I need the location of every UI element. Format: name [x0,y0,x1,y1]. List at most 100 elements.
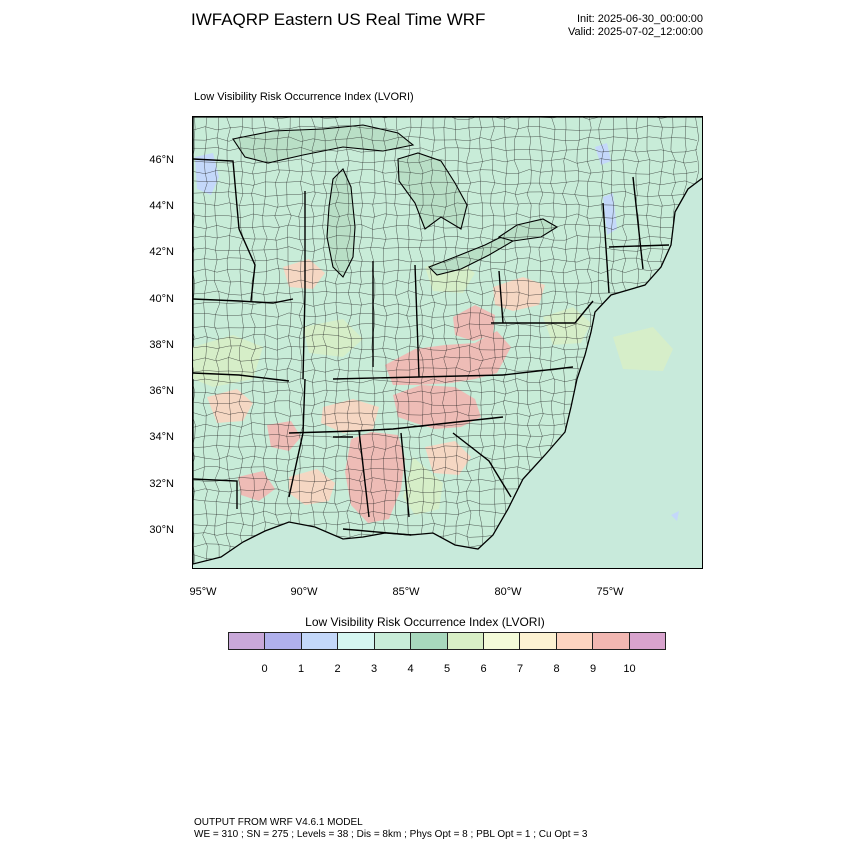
county-line [490,117,496,564]
colorbar [228,632,666,650]
state-line [414,264,420,378]
county-line [394,117,399,564]
colorbar-label: 0 [261,663,268,675]
county-line [262,117,268,564]
lat-label: 38°N [149,339,174,351]
lat-label: 34°N [149,431,174,443]
county-line [334,117,340,564]
county-line [502,117,508,564]
high-risk-areas [238,305,511,523]
lon-label: 80°W [494,586,522,598]
county-line [454,117,460,564]
model-footer: OUTPUT FROM WRF V4.6.1 MODEL WE = 310 ; … [194,817,587,841]
state-line [452,432,512,498]
state-line [502,366,574,376]
colorbar-swatch [265,633,302,649]
land-mass [193,117,702,565]
run-info: Init: 2025-06-30_00:00:00 Valid: 2025-07… [568,13,703,39]
colorbar-label: 4 [407,663,414,675]
county-line [274,117,280,564]
footer-line-2: WE = 310 ; SN = 275 ; Levels = 38 ; Dis … [194,829,588,840]
state-line [498,270,504,324]
state-line [400,432,410,518]
lat-label: 40°N [149,293,174,305]
county-line [286,117,292,564]
state-boundaries [193,158,670,536]
colorbar-label: 2 [334,663,341,675]
lon-label: 90°W [290,586,318,598]
county-line [193,136,698,142]
colorbar-swatch [629,633,666,649]
county-line [406,117,412,564]
valid-time: Valid: 2025-07-02_12:00:00 [568,26,703,38]
footer-line-1: OUTPUT FROM WRF V4.6.1 MODEL [194,817,363,828]
colorbar-label: 5 [443,663,451,675]
init-time: Init: 2025-06-30_00:00:00 [577,13,703,25]
colorbar-swatch [411,633,448,649]
colorbar-label: 9 [589,663,597,675]
state-line [193,478,238,509]
county-line [193,180,698,186]
colorbar-swatch [301,633,339,649]
county-line [466,117,472,564]
county-line [193,191,698,197]
county-line [193,117,196,564]
county-line [193,117,698,120]
state-line [238,228,256,302]
map-title: IWFAQRP Eastern US Real Time WRF [191,10,486,29]
colorbar-label: 3 [370,663,378,675]
lon-label: 95°W [189,586,217,598]
state-line [358,430,370,518]
county-line [202,117,208,564]
colorbar-swatch [593,633,630,649]
county-line [214,117,220,564]
colorbar-label: 10 [623,663,636,675]
lat-label: 32°N [149,478,174,490]
state-line [608,244,670,248]
colorbar-swatch [374,633,412,649]
map-svg [193,117,702,568]
colorbar-label: 7 [516,663,524,675]
county-line [310,117,316,564]
county-line [442,117,448,564]
colorbar-title: Low Visibility Risk Occurrence Index (LV… [305,615,545,629]
lat-label: 42°N [149,246,174,258]
county-line [193,224,698,230]
county-line [478,117,484,564]
colorbar-swatch [520,633,557,649]
county-line [193,147,698,153]
county-line [418,117,424,564]
county-line [193,213,698,219]
county-line [193,169,698,175]
map-panel [192,116,703,569]
county-line [346,117,352,564]
lon-label: 85°W [392,586,420,598]
colorbar-swatch [483,633,521,649]
state-line [193,298,294,304]
lon-label: 75°W [596,586,624,598]
lat-label: 30°N [149,524,174,536]
county-line [382,117,388,564]
county-line [298,117,304,564]
colorbar-swatch [229,633,266,649]
state-line [342,528,412,536]
county-line [193,158,698,164]
lat-label: 44°N [149,200,174,212]
county-line [193,235,698,241]
county-line [430,117,436,564]
colorbar-label: 1 [297,663,305,675]
county-line [193,279,698,285]
county-line [193,246,698,252]
county-line [193,290,698,296]
colorbar-label: 6 [480,663,487,675]
colorbar-label: 8 [553,663,560,675]
field-label: Low Visibility Risk Occurrence Index (LV… [194,91,414,103]
state-line [332,374,504,380]
state-line [288,416,504,434]
state-line [632,176,644,270]
colorbar-swatch [338,633,375,649]
county-line [193,257,698,263]
colorbar-swatch [447,633,484,649]
lat-label: 46°N [149,154,174,166]
state-line [302,191,306,380]
